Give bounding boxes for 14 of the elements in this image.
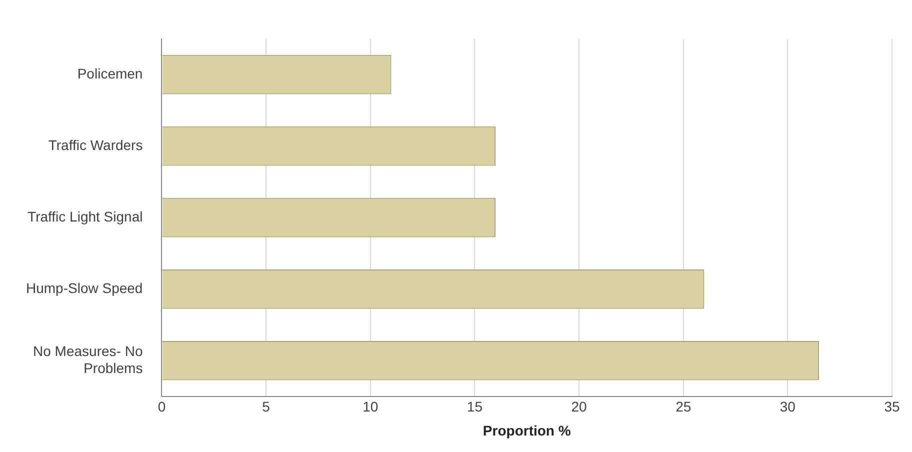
y-tick-label: Traffic Warders (48, 136, 143, 153)
x-tick-label: 0 (158, 398, 166, 415)
x-tick-label: 25 (676, 398, 692, 415)
x-tick-label: 15 (466, 398, 483, 415)
x-tick-label: 30 (780, 398, 796, 415)
x-axis-title: Proportion % (482, 422, 572, 438)
y-tick-label: Policemen (77, 65, 143, 82)
x-tick-label: 35 (884, 398, 900, 415)
x-tick-label: 20 (571, 398, 588, 415)
y-tick-label: Traffic Light Signal (28, 208, 143, 224)
x-tick-label: 5 (262, 398, 270, 415)
y-tick-label: Hump-Slow Speed (26, 280, 143, 296)
y-tick-label: No Measures- No Problems (33, 343, 143, 376)
x-tick-label: 10 (362, 398, 378, 415)
